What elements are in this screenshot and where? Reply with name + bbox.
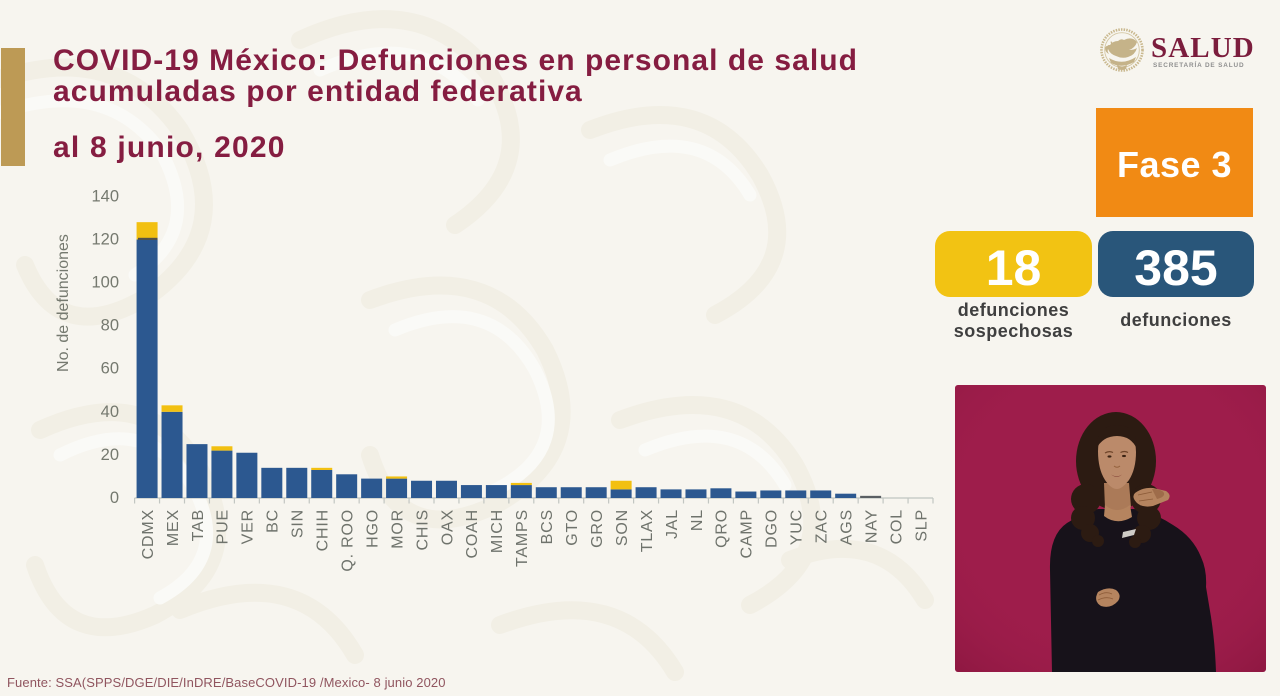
svg-text:JAL: JAL [664, 509, 681, 539]
svg-text:60: 60 [101, 360, 119, 378]
svg-text:COL: COL [888, 509, 905, 544]
svg-text:140: 140 [91, 187, 119, 205]
svg-text:MICH: MICH [489, 509, 506, 553]
svg-text:SON: SON [614, 509, 631, 546]
svg-text:SLP: SLP [913, 509, 930, 542]
svg-text:ZAC: ZAC [814, 509, 831, 543]
svg-text:QRO: QRO [714, 509, 731, 548]
svg-text:No. de defunciones: No. de defunciones [55, 234, 72, 372]
svg-text:Q. ROO: Q. ROO [339, 509, 356, 572]
svg-text:CDMX: CDMX [140, 509, 157, 559]
svg-text:120: 120 [91, 230, 119, 248]
svg-text:COAH: COAH [464, 509, 481, 558]
svg-text:NL: NL [689, 509, 706, 531]
svg-text:80: 80 [101, 317, 119, 335]
svg-text:MOR: MOR [389, 509, 406, 549]
svg-text:TAB: TAB [190, 509, 207, 541]
svg-text:BC: BC [265, 509, 282, 533]
svg-text:MEX: MEX [165, 509, 182, 546]
svg-text:0: 0 [110, 489, 119, 507]
svg-text:YUC: YUC [789, 509, 806, 545]
svg-text:PUE: PUE [215, 509, 232, 544]
svg-text:100: 100 [91, 274, 119, 292]
svg-text:SIN: SIN [290, 509, 307, 538]
svg-text:TAMPS: TAMPS [514, 509, 531, 567]
svg-text:NAY: NAY [863, 509, 880, 543]
svg-text:DGO: DGO [764, 509, 781, 548]
svg-text:CAMP: CAMP [739, 509, 756, 558]
svg-text:CHIH: CHIH [315, 509, 332, 551]
svg-text:BCS: BCS [539, 509, 556, 544]
svg-text:HGO: HGO [364, 509, 381, 548]
svg-text:20: 20 [101, 446, 119, 464]
svg-text:TLAX: TLAX [639, 509, 656, 552]
svg-text:GRO: GRO [589, 509, 606, 548]
svg-text:VER: VER [240, 509, 257, 544]
svg-text:GTO: GTO [564, 509, 581, 546]
svg-text:AGS: AGS [838, 509, 855, 545]
svg-text:OAX: OAX [439, 509, 456, 545]
svg-text:40: 40 [101, 403, 119, 421]
svg-text:CHIS: CHIS [414, 509, 431, 550]
